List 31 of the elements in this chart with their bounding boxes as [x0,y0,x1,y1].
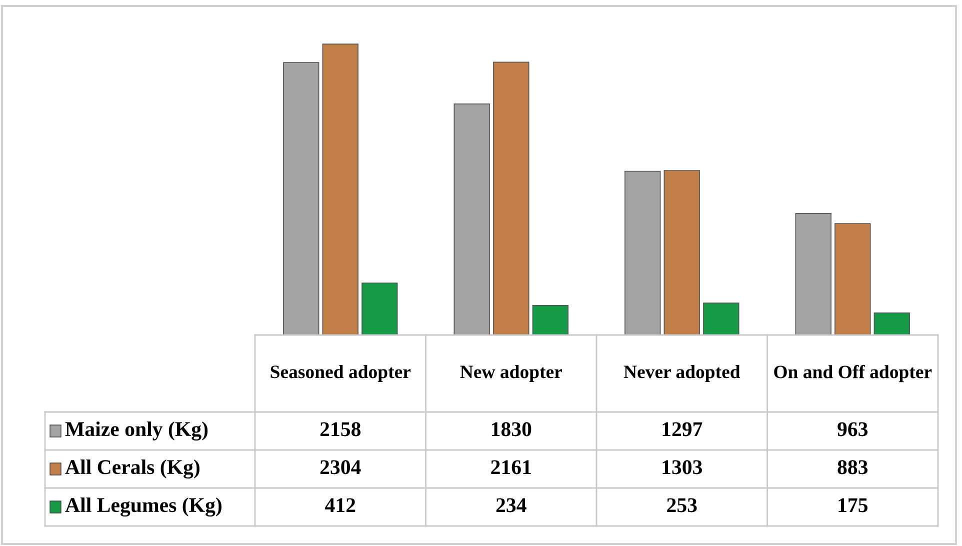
bar [834,223,871,335]
data-label: 963 [838,422,868,436]
data-label: 2304 [320,460,361,474]
data-label: 1297 [662,422,702,436]
legend-label: All Legumes (Kg) [65,497,222,517]
bar [454,104,490,335]
data-label: 883 [838,460,868,474]
bar [362,282,398,335]
bar [322,44,358,335]
bar [795,212,832,335]
bar [874,312,910,335]
bar [664,170,700,335]
bar [493,62,530,335]
data-label: 175 [838,498,868,512]
bar [624,170,661,335]
data-label: 2161 [491,460,531,474]
x-tick-label: New adopter [460,365,562,382]
data-label: 2158 [320,422,361,436]
x-tick-label: Seasoned adopter [270,365,411,382]
data-label: 234 [496,498,526,512]
x-tick-label: On and Off adopter [774,364,932,382]
bar [532,305,568,335]
legend-label: All Cerals (Kg) [65,459,200,479]
data-label: 412 [325,498,356,512]
data-label: 1830 [492,422,532,436]
legend-label: Maize only (Kg) [65,421,208,441]
data-label: 253 [667,498,697,512]
data-label: 1303 [662,460,702,474]
bar [283,62,320,335]
x-tick-label: Never adopted [624,365,740,382]
bar [703,302,740,335]
